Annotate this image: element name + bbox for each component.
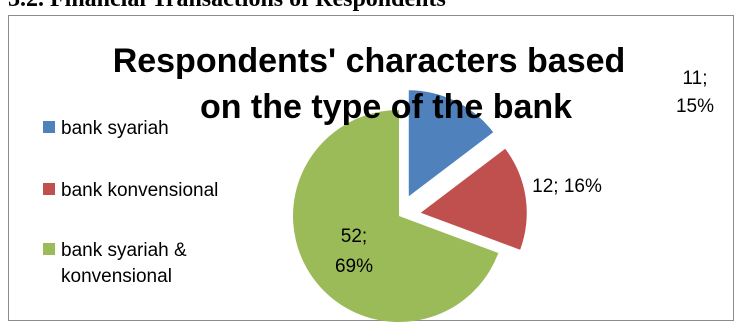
section-heading: 3.2. Financial Transactions of Responden… xyxy=(8,0,446,13)
pie-data-label: 12; 16% xyxy=(532,176,602,197)
pie-slice-bank-konvensional xyxy=(420,148,527,250)
legend-swatch-red xyxy=(43,183,55,195)
legend-item-bank-konvensional: bank konvensional xyxy=(43,178,218,204)
legend-item-bank-syariah-konvensional: bank syariah & konvensional xyxy=(43,238,187,290)
legend-label: bank syariah xyxy=(61,118,169,139)
pie-slice-bank-syariah-konvensional xyxy=(293,110,499,322)
legend-label: bank syariah & konvensional xyxy=(61,240,187,287)
legend-swatch-blue xyxy=(43,121,55,133)
legend-item-bank-syariah: bank syariah xyxy=(43,116,169,142)
pie-data-label: 52; 69% xyxy=(335,226,373,277)
legend-label: bank konvensional xyxy=(61,180,219,201)
chart-area: 11; 15% 12; 16% 52; 69% Respondents' charact… xyxy=(8,15,734,322)
pie-data-label: 11; 15% xyxy=(676,68,714,117)
pie-chart: 11; 15% 12; 16% 52; 69% xyxy=(293,68,714,322)
chart-title-line-1: Respondents' characters based xyxy=(112,42,626,80)
chart-title-line-2: on the type of the bank xyxy=(199,88,573,126)
pie-slice-bank-syariah xyxy=(408,90,494,197)
legend-swatch-green xyxy=(43,243,55,255)
